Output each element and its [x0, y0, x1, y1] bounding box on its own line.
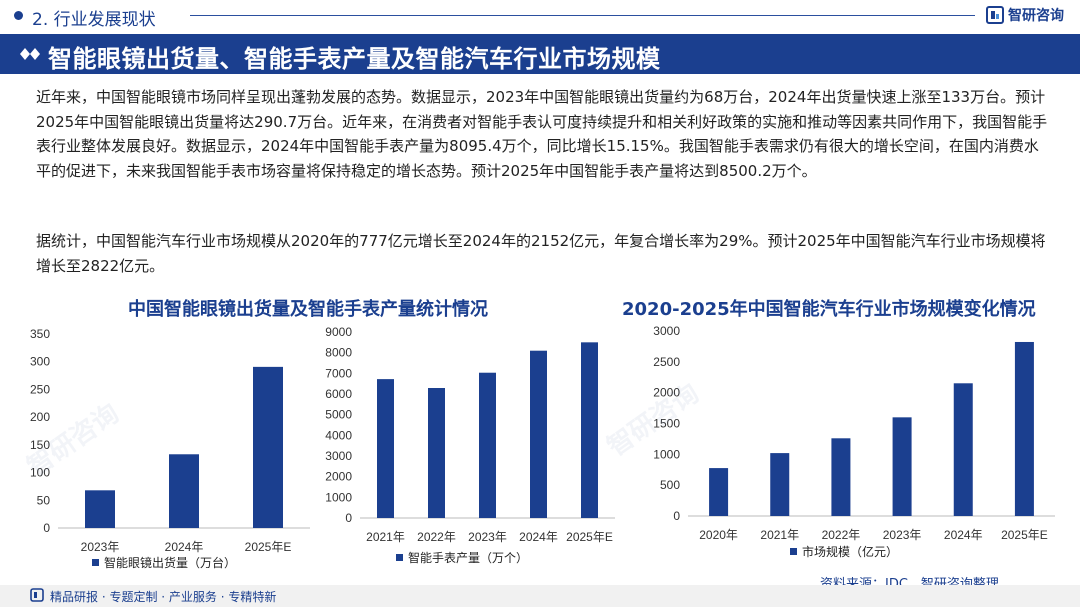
bar [1014, 341, 1034, 516]
legend-label: 智能眼镜出货量（万台） [104, 555, 236, 570]
x-tick-label: 2025年E [1001, 528, 1048, 542]
top-bar: 2. 行业发展现状 智研咨询 [0, 0, 1080, 30]
left-chart-title: 中国智能眼镜出货量及智能手表产量统计情况 [128, 299, 488, 320]
bar [479, 372, 496, 518]
bar [530, 350, 547, 518]
x-tick-label: 2021年 [366, 530, 405, 544]
bar [169, 454, 199, 528]
x-tick-label: 2021年 [760, 528, 799, 542]
y-tick-label: 500 [660, 478, 680, 492]
footer-services: 精品研报 · 专题定制 · 产业服务 · 专精特新 [50, 590, 277, 604]
y-tick-label: 350 [30, 327, 50, 341]
y-tick-label: 50 [37, 493, 51, 507]
diamond-icon [20, 48, 40, 60]
bar [253, 366, 283, 528]
title-banner: 智能眼镜出货量、智能手表产量及智能汽车行业市场规模 [0, 34, 1080, 74]
section-rule [190, 15, 975, 16]
y-tick-label: 150 [30, 438, 50, 452]
brand-name: 智研咨询 [1008, 8, 1064, 24]
y-tick-label: 8000 [325, 346, 352, 360]
page-title: 智能眼镜出货量、智能手表产量及智能汽车行业市场规模 [48, 45, 661, 73]
y-tick-label: 9000 [325, 325, 352, 339]
bar [709, 468, 729, 516]
right-chart-title: 2020-2025年中国智能汽车行业市场规模变化情况 [622, 299, 1036, 320]
y-tick-label: 3000 [325, 449, 352, 463]
footer-bar: 精品研报 · 专题定制 · 产业服务 · 专精特新 [0, 585, 1080, 607]
footer-logo-icon [30, 588, 44, 602]
y-tick-label: 3000 [653, 324, 680, 338]
brand-logo-icon [986, 6, 1004, 24]
y-tick-label: 200 [30, 410, 50, 424]
smartwatch-production-chart: 0 1000 2000 3000 4000 5000 6000 7000 8000 9000 202… [325, 325, 615, 565]
brand: 智研咨询 [986, 5, 1064, 25]
x-tick-label: 2023年 [81, 540, 120, 554]
legend-label: 智能手表产量（万个） [408, 550, 528, 565]
x-tick-label: 2023年 [468, 530, 507, 544]
auto-paragraph: 据统计，中国智能汽车行业市场规模从2020年的777亿元增长至2024年的215… [36, 232, 1046, 275]
y-tick-label: 5000 [325, 408, 352, 422]
bar [892, 417, 912, 516]
x-tick-label: 2020年 [699, 528, 738, 542]
y-tick-label: 2000 [325, 470, 352, 484]
x-tick-label: 2025年E [245, 540, 292, 554]
intro-paragraph: 近年来，中国智能眼镜市场同样呈现出蓬勃发展的态势。数据显示，2023年中国智能眼… [36, 88, 1048, 180]
x-tick-label: 2023年 [883, 528, 922, 542]
y-tick-label: 0 [673, 509, 680, 523]
section-bullet-icon [14, 11, 23, 20]
x-tick-label: 2024年 [944, 528, 983, 542]
glasses-shipment-chart: 0 50 100 150 200 250 300 350 2023年 2024年 2025年E 智能眼… [30, 327, 310, 570]
y-tick-label: 1500 [653, 417, 680, 431]
y-tick-label: 250 [30, 382, 50, 396]
legend-swatch [92, 559, 99, 566]
y-tick-label: 0 [345, 511, 352, 525]
section-label: 2. 行业发展现状 [32, 10, 156, 30]
y-tick-label: 1000 [653, 447, 680, 461]
y-tick-label: 300 [30, 355, 50, 369]
x-tick-label: 2022年 [417, 530, 456, 544]
bar [377, 379, 394, 518]
x-tick-label: 2024年 [519, 530, 558, 544]
x-tick-label: 2022年 [822, 528, 861, 542]
y-tick-label: 7000 [325, 366, 352, 380]
y-tick-label: 100 [30, 466, 50, 480]
y-tick-label: 0 [43, 521, 50, 535]
x-tick-label: 2025年E [566, 530, 613, 544]
smart-car-market-chart: 0 500 1000 1500 2000 2500 3000 2020年 2021年 2022年 2… [653, 324, 1055, 559]
y-tick-label: 2000 [653, 386, 680, 400]
bar [770, 453, 790, 516]
bar [85, 490, 115, 528]
bar [428, 388, 445, 518]
y-tick-label: 1000 [325, 490, 352, 504]
bar [953, 383, 973, 516]
legend-swatch [396, 554, 403, 561]
legend-swatch [790, 548, 797, 555]
y-tick-label: 4000 [325, 428, 352, 442]
bar [581, 342, 598, 518]
legend-label: 市场规模（亿元） [802, 544, 898, 559]
y-tick-label: 6000 [325, 387, 352, 401]
y-tick-label: 2500 [653, 355, 680, 369]
x-tick-label: 2024年 [165, 540, 204, 554]
bar [831, 438, 851, 516]
